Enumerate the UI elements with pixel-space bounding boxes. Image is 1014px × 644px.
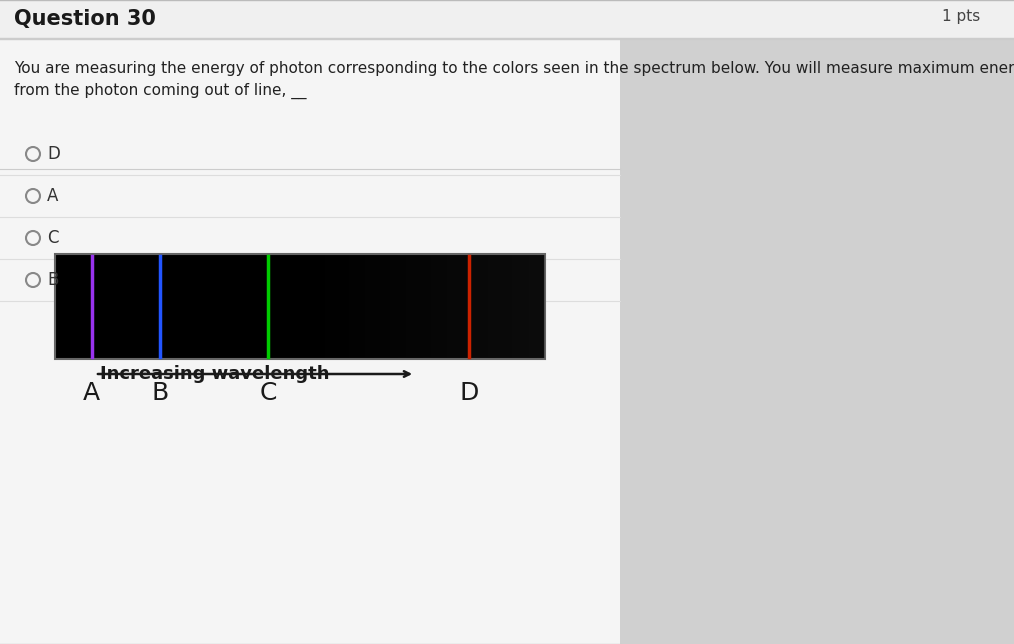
Bar (447, 255, 455, 358)
Text: B: B (152, 381, 169, 405)
Text: from the photon coming out of line, __: from the photon coming out of line, __ (14, 83, 306, 99)
Bar (389, 255, 399, 358)
Text: Increasing wavelength: Increasing wavelength (100, 365, 330, 383)
Bar (407, 255, 415, 358)
Bar (415, 255, 423, 358)
Bar (0, 0, 1014, 38)
Text: C: C (47, 229, 59, 247)
Text: B: B (47, 271, 59, 289)
Bar (512, 255, 520, 358)
Bar (520, 255, 528, 358)
Bar (431, 255, 439, 358)
Bar (423, 255, 431, 358)
Bar (488, 255, 496, 358)
Text: C: C (260, 381, 277, 405)
Bar (357, 255, 365, 358)
Bar (399, 255, 407, 358)
Bar (316, 255, 324, 358)
Bar (341, 255, 349, 358)
Bar (496, 255, 504, 358)
Bar (381, 255, 389, 358)
Bar (536, 255, 545, 358)
Bar (480, 255, 488, 358)
Bar (308, 255, 316, 358)
Bar (439, 255, 447, 358)
Text: D: D (47, 145, 60, 163)
Text: A: A (83, 381, 100, 405)
Bar (365, 255, 373, 358)
Bar (333, 255, 341, 358)
Bar (300, 255, 308, 358)
Text: You are measuring the energy of photon corresponding to the colors seen in the s: You are measuring the energy of photon c… (14, 61, 1014, 75)
Bar (472, 255, 480, 358)
Bar (463, 255, 472, 358)
Bar (324, 255, 333, 358)
Bar (349, 255, 357, 358)
Bar (620, 0, 1014, 644)
Bar (373, 255, 381, 358)
Bar (455, 255, 463, 358)
Text: A: A (47, 187, 59, 205)
Text: Question 30: Question 30 (14, 9, 156, 29)
Text: D: D (459, 381, 479, 405)
Text: 1 pts: 1 pts (942, 8, 980, 23)
Bar (528, 255, 536, 358)
Bar (504, 255, 512, 358)
Bar (55, 254, 545, 359)
Bar (0, 0, 620, 644)
